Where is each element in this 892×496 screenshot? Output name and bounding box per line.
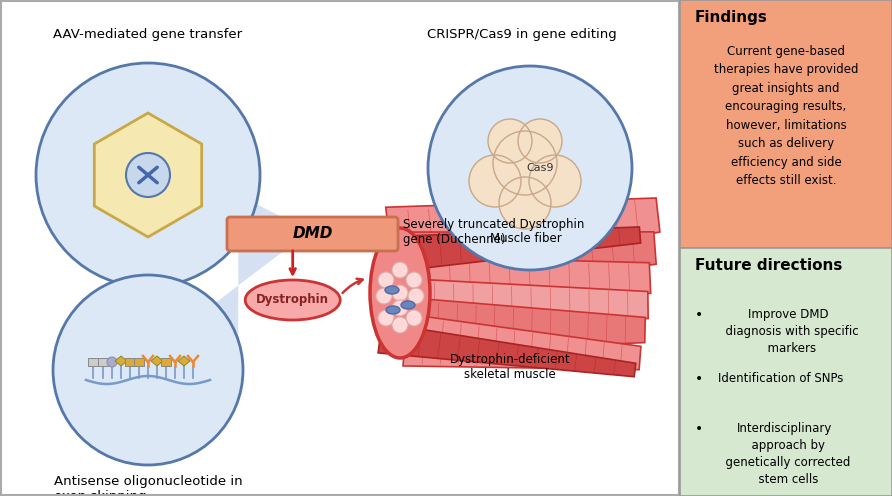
Circle shape xyxy=(378,310,394,326)
Polygon shape xyxy=(115,356,127,366)
Text: DMD: DMD xyxy=(293,227,333,242)
Text: •: • xyxy=(695,422,703,435)
Text: Interdisciplinary
  approach by
  genetically corrected
  stem cells: Interdisciplinary approach by geneticall… xyxy=(718,422,851,486)
Text: Identification of SNPs: Identification of SNPs xyxy=(718,372,844,385)
Polygon shape xyxy=(210,197,288,248)
Polygon shape xyxy=(134,358,144,366)
Circle shape xyxy=(392,300,408,316)
Ellipse shape xyxy=(386,306,400,314)
Circle shape xyxy=(408,288,424,304)
Circle shape xyxy=(406,272,422,288)
Polygon shape xyxy=(378,227,640,273)
Circle shape xyxy=(107,357,117,367)
Polygon shape xyxy=(95,113,202,237)
Circle shape xyxy=(53,275,243,465)
FancyBboxPatch shape xyxy=(227,217,398,251)
Text: Findings: Findings xyxy=(695,10,768,25)
Polygon shape xyxy=(337,219,484,255)
Circle shape xyxy=(518,119,562,163)
Text: Cas9: Cas9 xyxy=(526,163,554,173)
Text: Improve DMD
  diagnosis with specific
  markers: Improve DMD diagnosis with specific mark… xyxy=(718,308,859,355)
Circle shape xyxy=(126,153,170,197)
Text: CRISPR/Cas9 in gene editing: CRISPR/Cas9 in gene editing xyxy=(427,28,617,41)
Polygon shape xyxy=(385,198,660,283)
Polygon shape xyxy=(125,358,135,366)
Text: Severely truncated Dystrophin
gene (Duchenne): Severely truncated Dystrophin gene (Duch… xyxy=(403,218,584,246)
Circle shape xyxy=(493,131,557,195)
Text: Future directions: Future directions xyxy=(695,258,842,273)
Circle shape xyxy=(392,285,408,301)
Circle shape xyxy=(376,288,392,304)
Ellipse shape xyxy=(385,286,399,294)
Text: Antisense oligonucleotide in
exon skipping: Antisense oligonucleotide in exon skippi… xyxy=(54,475,243,496)
Circle shape xyxy=(529,155,581,207)
Text: Dystrophin-deficient
skeletal muscle: Dystrophin-deficient skeletal muscle xyxy=(450,353,570,381)
Circle shape xyxy=(488,119,532,163)
Circle shape xyxy=(469,155,521,207)
Polygon shape xyxy=(378,323,636,376)
Polygon shape xyxy=(400,297,645,353)
Polygon shape xyxy=(161,358,171,366)
Text: Current gene-based
therapies have provided
great insights and
encouraging result: Current gene-based therapies have provid… xyxy=(714,45,858,187)
Circle shape xyxy=(406,310,422,326)
Polygon shape xyxy=(98,358,108,366)
Polygon shape xyxy=(214,248,288,356)
Polygon shape xyxy=(394,278,648,338)
Ellipse shape xyxy=(245,280,340,320)
Text: AAV-mediated gene transfer: AAV-mediated gene transfer xyxy=(54,28,243,41)
Text: Dystrophin: Dystrophin xyxy=(256,294,329,307)
Circle shape xyxy=(392,317,408,333)
Polygon shape xyxy=(383,232,657,304)
Circle shape xyxy=(392,262,408,278)
Text: Muscle fiber: Muscle fiber xyxy=(490,232,562,245)
Polygon shape xyxy=(388,256,650,324)
Polygon shape xyxy=(178,356,190,366)
Ellipse shape xyxy=(401,301,415,309)
Text: •: • xyxy=(695,308,703,321)
Circle shape xyxy=(378,272,394,288)
Ellipse shape xyxy=(370,228,430,358)
Polygon shape xyxy=(151,356,163,366)
Polygon shape xyxy=(88,358,98,366)
Circle shape xyxy=(36,63,260,287)
Circle shape xyxy=(428,66,632,270)
Text: •: • xyxy=(695,372,703,386)
Circle shape xyxy=(499,177,551,229)
Polygon shape xyxy=(403,314,640,370)
